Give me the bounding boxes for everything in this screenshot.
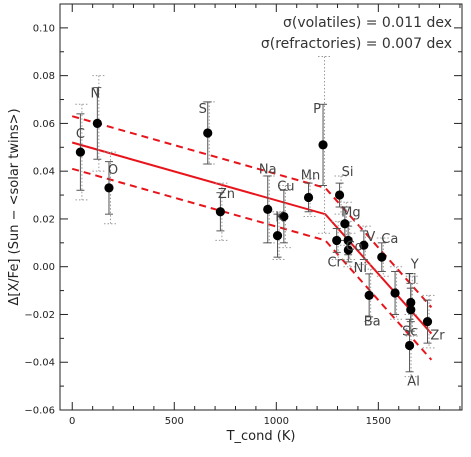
y-tick-label: −0.02 — [24, 310, 55, 321]
data-point — [279, 211, 289, 222]
element-label: P — [313, 102, 321, 117]
element-label: Mn — [301, 168, 320, 183]
element-label: S — [199, 102, 207, 117]
y-tick-label: −0.06 — [24, 406, 55, 417]
ticks-group: 0 500 1000 1500 −0.06 −0.04 −0.02 0.00 0.02 0.04 0… — [24, 3, 462, 427]
data-point — [75, 147, 86, 157]
data-point — [364, 290, 374, 300]
element-label: Ni — [354, 261, 367, 276]
data-point — [215, 207, 225, 217]
data-point — [390, 288, 400, 298]
annotation-refractories: σ(refractories) = 0.007 dex — [261, 36, 452, 52]
data-point — [406, 305, 416, 315]
y-tick-label: 0.06 — [33, 119, 55, 130]
element-label: Ti — [404, 272, 416, 287]
data-point — [104, 183, 114, 193]
y-tick-label: 0.04 — [33, 167, 55, 178]
element-label: Ba — [364, 314, 381, 329]
element-labels-group: C N O S Zn Na K Cu Mn P Cr Si Mg Co Ni V Ba Ca TiY Sc Al Zr — [76, 86, 445, 389]
x-tick-label: 0 — [69, 416, 75, 427]
y-axis-label: Δ[X/Fe] (Sun − <solar twins>) — [7, 108, 22, 305]
fit-band-lower — [71, 167, 433, 361]
element-label: O — [108, 163, 118, 178]
data-point — [203, 128, 213, 138]
element-label: Na — [259, 162, 277, 177]
x-tick-label: 1000 — [264, 416, 289, 427]
data-point — [92, 118, 102, 129]
data-point — [263, 204, 273, 214]
y-tick-label: −0.04 — [24, 358, 55, 369]
x-tick-label: 500 — [165, 416, 184, 427]
x-axis-label: T_cond (K) — [226, 429, 296, 444]
data-point — [303, 192, 314, 203]
element-label: Y — [410, 258, 419, 273]
element-label: K — [275, 211, 284, 226]
data-point — [359, 240, 369, 250]
points-group — [75, 118, 433, 351]
element-label: N — [90, 86, 100, 101]
element-label: Sc — [402, 325, 417, 340]
annotation-volatiles: σ(volatiles) = 0.011 dex — [283, 15, 452, 31]
element-label: Al — [407, 375, 420, 390]
y-tick-label: 0.02 — [33, 214, 55, 225]
element-label: Co — [346, 239, 363, 254]
x-tick-label: 1500 — [366, 416, 391, 427]
data-point — [343, 245, 353, 255]
element-label: Zr — [430, 329, 445, 344]
data-point — [404, 340, 415, 351]
data-point — [334, 190, 345, 200]
data-point — [422, 317, 433, 327]
data-point — [332, 235, 342, 246]
element-label: Zn — [218, 187, 235, 202]
data-point — [318, 140, 328, 150]
fit-band-upper — [71, 115, 433, 308]
plot-frame — [59, 3, 463, 411]
element-label: Mg — [341, 206, 360, 221]
data-point — [272, 231, 283, 241]
y-tick-label: 0.00 — [33, 262, 55, 273]
element-label: Si — [342, 165, 354, 180]
element-label: C — [76, 127, 85, 142]
element-label: Ca — [381, 232, 398, 247]
errorbar-group — [75, 56, 436, 378]
y-tick-label: 0.10 — [33, 23, 55, 34]
element-label: V — [366, 230, 375, 245]
data-point — [406, 297, 416, 308]
data-point — [343, 235, 353, 246]
data-point — [377, 252, 387, 262]
element-label: Cr — [327, 255, 342, 270]
element-label: Cu — [277, 180, 294, 195]
data-point — [340, 219, 350, 229]
y-tick-label: 0.08 — [33, 71, 55, 82]
fit-band-group — [71, 115, 433, 361]
